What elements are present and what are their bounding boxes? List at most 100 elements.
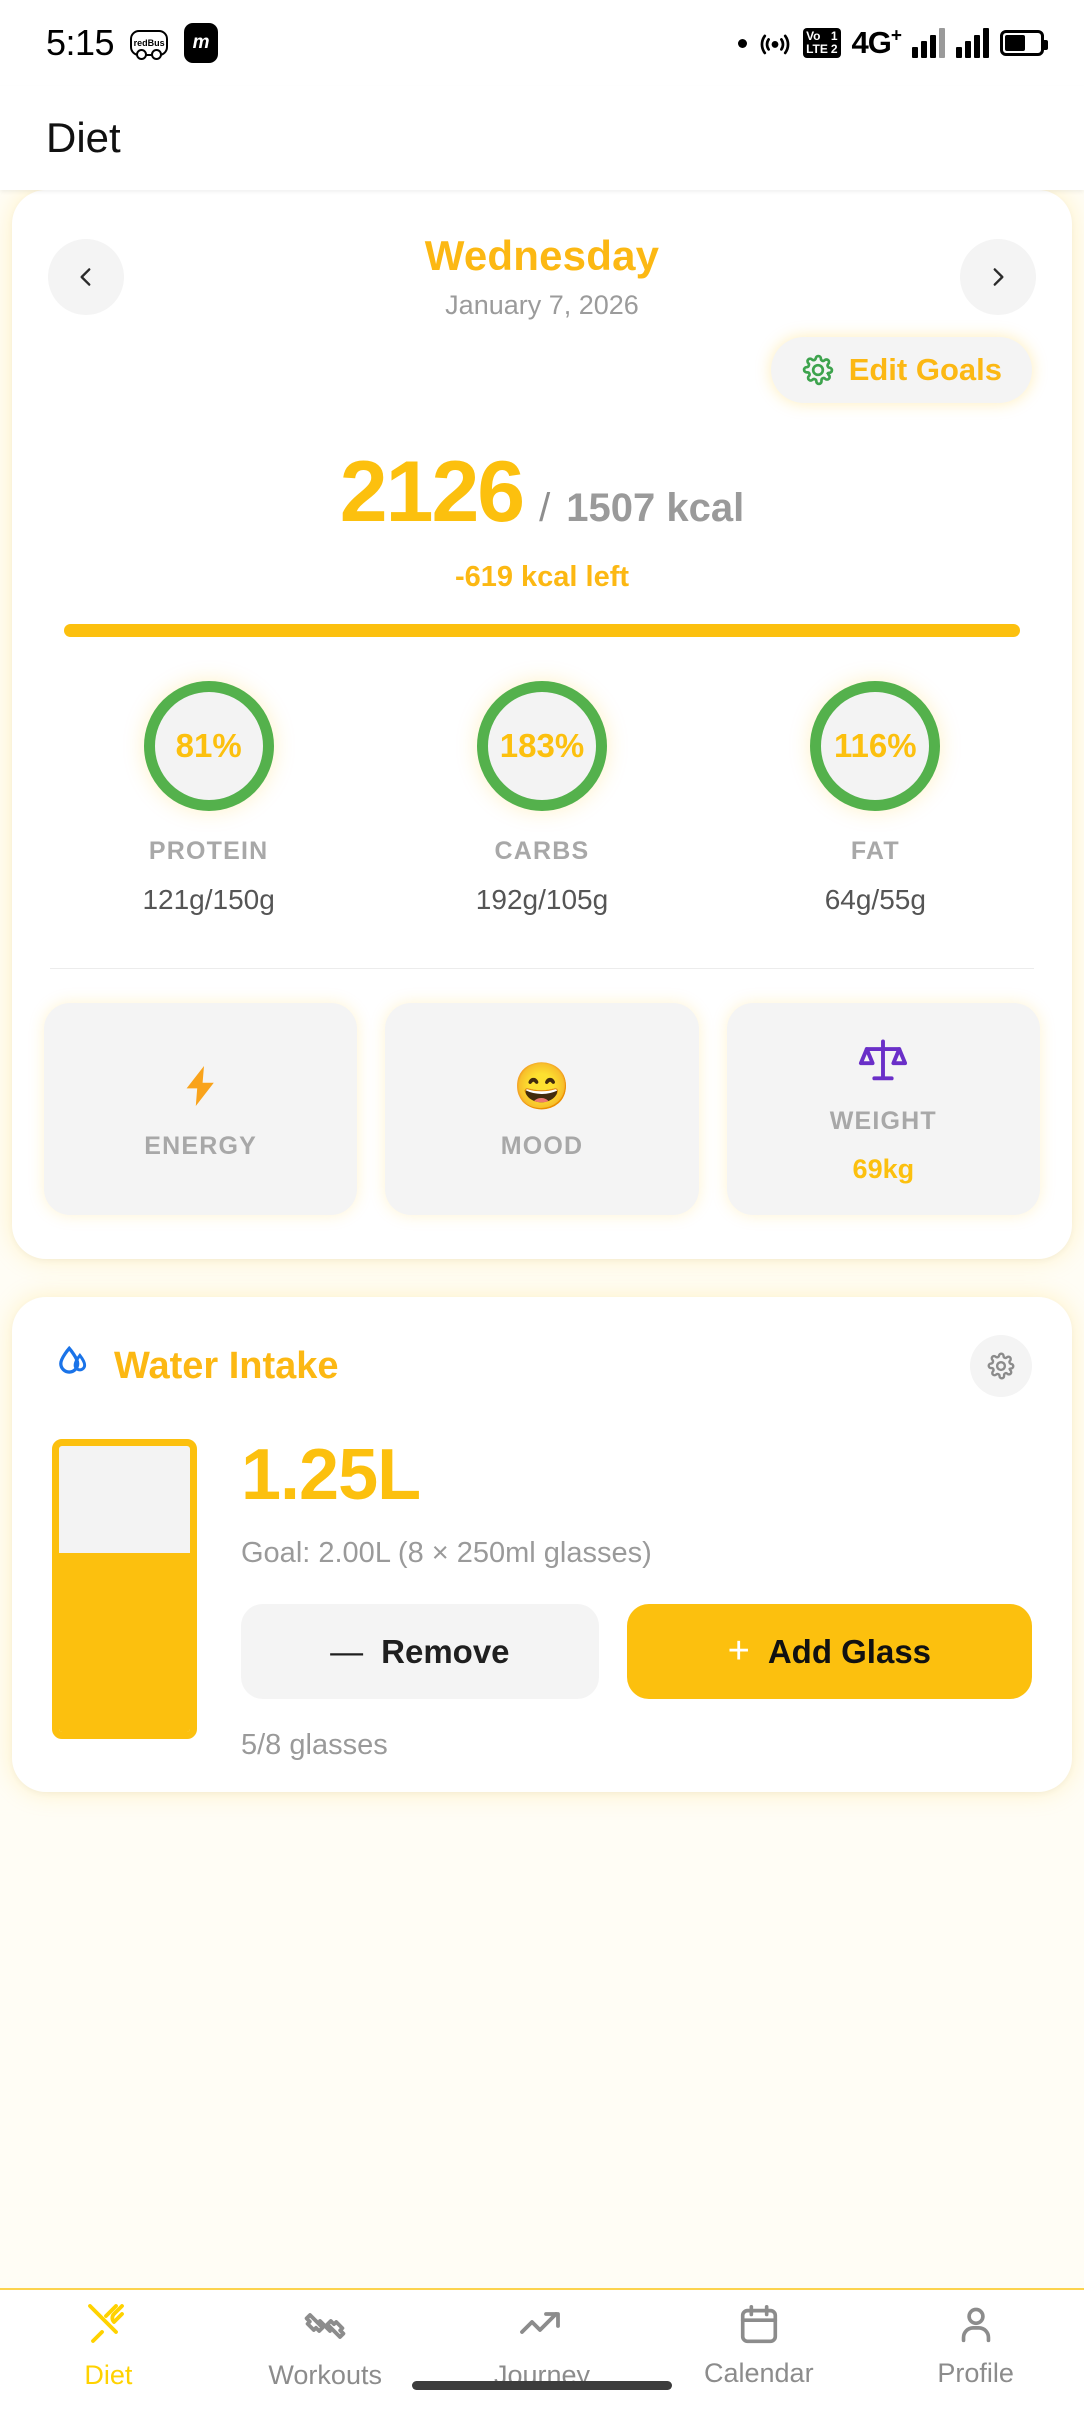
person-icon — [961, 2307, 990, 2343]
signal-bars-sim1-icon — [912, 28, 945, 58]
edit-goals-row: Edit Goals — [12, 321, 1072, 403]
plus-icon: + — [727, 1630, 750, 1672]
water-intake-card: Water Intake 1.25L Goal: 2.00L (8 × 250m… — [12, 1297, 1072, 1792]
edit-goals-label: Edit Goals — [848, 352, 1002, 387]
nav-calendar[interactable]: Calendar — [650, 2302, 867, 2389]
water-card-body: 1.25L Goal: 2.00L (8 × 250ml glasses) — … — [52, 1439, 1032, 1762]
water-glasses-count: 5/8 glasses — [241, 1729, 388, 1761]
day-name: Wednesday — [424, 232, 660, 279]
tile-weight-value: 69kg — [852, 1154, 915, 1184]
calories-remaining: -619 kcal left — [454, 561, 630, 593]
status-bar-right: Vo LTE 1 2 4G+ — [738, 25, 1048, 61]
status-bar: 5:15 redBus m Vo LTE 1 2 4G+ — [0, 0, 1084, 86]
water-title: Water Intake — [114, 1344, 339, 1387]
edit-goals-button[interactable]: Edit Goals — [770, 337, 1032, 403]
calorie-summary: 2126 / 1507 kcal -619 kcal left — [12, 403, 1072, 637]
macro-carbs[interactable]: 183% CARBS 192g/105g — [437, 681, 647, 916]
gear-icon — [987, 1352, 1015, 1380]
minus-icon: — — [330, 1632, 364, 1670]
macro-rings: 81% PROTEIN 121g/150g 183% CARBS 192g/10… — [12, 637, 1072, 916]
water-actions: — Remove + Add Glass — [241, 1604, 1032, 1699]
remove-glass-label: Remove — [381, 1632, 510, 1670]
macro-protein-values: 121g/150g — [142, 884, 275, 915]
macro-fat-values: 64g/55g — [824, 884, 926, 915]
macro-carbs-values: 192g/105g — [475, 884, 609, 915]
add-glass-label: Add Glass — [767, 1632, 932, 1670]
chevron-left-icon — [80, 267, 91, 286]
water-card-header: Water Intake — [52, 1335, 1032, 1397]
water-drop-icon — [59, 1345, 87, 1374]
macro-carbs-label: CARBS — [494, 837, 590, 865]
dumbbell-icon — [304, 2313, 346, 2339]
redbus-icon: redBus — [130, 30, 169, 60]
battery-icon — [1000, 30, 1048, 56]
app-bar: Diet — [0, 86, 1084, 190]
nav-diet-label: Diet — [84, 2360, 133, 2390]
home-indicator — [412, 2381, 672, 2390]
tile-weight-label: WEIGHT — [829, 1107, 937, 1135]
water-glass-fill — [59, 1553, 190, 1732]
macro-protein-ring: 81% — [143, 681, 274, 811]
calendar-icon — [740, 2304, 777, 2344]
bottom-navigation: Diet Workouts Journey Calendar Profile — [0, 2288, 1084, 2412]
nav-diet[interactable]: Diet — [0, 2302, 217, 2391]
signal-bars-sim2-icon — [956, 28, 989, 58]
macro-fat-ring: 116% — [810, 681, 941, 811]
calorie-goal: 1507 kcal — [566, 486, 745, 530]
water-settings-button[interactable] — [970, 1335, 1032, 1397]
daily-metric-tiles: ENERGY 😄 MOOD WEIGHT 69kg — [12, 969, 1072, 1259]
notification-dot-icon — [738, 38, 748, 48]
page-title: Diet — [46, 114, 121, 161]
previous-day-button[interactable] — [48, 238, 124, 315]
nav-workouts-label: Workouts — [268, 2360, 382, 2390]
tile-weight[interactable]: WEIGHT 69kg — [726, 1003, 1040, 1215]
status-time: 5:15 — [46, 22, 115, 63]
macro-carbs-percent: 183% — [499, 727, 585, 764]
calories-consumed: 2126 — [339, 444, 525, 540]
cutlery-icon — [88, 2304, 125, 2343]
trending-up-icon — [520, 2312, 560, 2334]
lightning-bolt-icon — [177, 1058, 225, 1114]
nav-calendar-label: Calendar — [704, 2358, 814, 2388]
full-date: January 7, 2026 — [445, 290, 639, 320]
chevron-right-icon — [993, 267, 1004, 286]
page-content[interactable]: Wednesday January 7, 2026 Edit Goals 212… — [0, 190, 1084, 2288]
macro-carbs-ring: 183% — [476, 681, 607, 811]
macro-protein-percent: 81% — [175, 727, 242, 764]
date-navigator: Wednesday January 7, 2026 — [12, 190, 1072, 321]
network-type-label: 4G+ — [851, 25, 902, 60]
tile-energy-label: ENERGY — [144, 1131, 258, 1160]
macro-fat-label: FAT — [850, 837, 900, 865]
daily-summary-card: Wednesday January 7, 2026 Edit Goals 212… — [12, 190, 1072, 1259]
section-divider — [50, 968, 1034, 969]
tile-mood[interactable]: 😄 MOOD — [385, 1003, 699, 1215]
gear-icon — [802, 354, 833, 386]
nav-profile[interactable]: Profile — [867, 2302, 1084, 2389]
tile-energy[interactable]: ENERGY — [44, 1003, 358, 1215]
remove-glass-button[interactable]: — Remove — [241, 1604, 599, 1699]
nav-profile-label: Profile — [937, 2358, 1014, 2388]
calorie-progress-bar — [64, 624, 1020, 637]
next-day-button[interactable] — [960, 238, 1036, 315]
status-bar-left: 5:15 redBus m — [46, 22, 219, 64]
nav-workouts[interactable]: Workouts — [217, 2302, 434, 2391]
selected-date[interactable]: Wednesday January 7, 2026 — [124, 232, 960, 321]
hotspot-icon — [760, 34, 790, 55]
calorie-line: 2126 / 1507 kcal — [12, 449, 1072, 535]
balance-scale-icon — [857, 1033, 909, 1089]
volte-sim-indicator: Vo LTE 1 2 — [803, 28, 841, 58]
tile-mood-label: MOOD — [500, 1131, 584, 1160]
water-amount: 1.25L — [241, 1435, 421, 1515]
water-info: 1.25L Goal: 2.00L (8 × 250ml glasses) — … — [241, 1439, 1032, 1762]
macro-protein-label: PROTEIN — [148, 837, 269, 865]
calorie-separator: / — [539, 486, 551, 530]
water-title-group: Water Intake — [52, 1344, 339, 1388]
macro-fat[interactable]: 116% FAT 64g/55g — [770, 681, 980, 916]
water-glass-gauge — [52, 1439, 197, 1739]
my-app-icon: m — [184, 23, 219, 63]
water-goal: Goal: 2.00L (8 × 250ml glasses) — [241, 1537, 652, 1569]
macro-protein[interactable]: 81% PROTEIN 121g/150g — [104, 681, 314, 916]
add-glass-button[interactable]: + Add Glass — [626, 1604, 1032, 1699]
nav-journey[interactable]: Journey — [434, 2302, 651, 2391]
macro-fat-percent: 116% — [834, 727, 917, 764]
